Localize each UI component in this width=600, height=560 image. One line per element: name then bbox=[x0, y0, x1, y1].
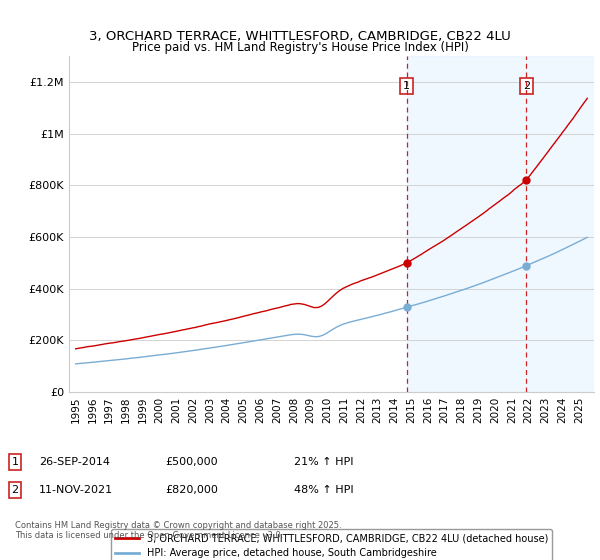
Bar bbox=[407, 56, 596, 392]
Text: £820,000: £820,000 bbox=[165, 485, 218, 495]
Text: 2: 2 bbox=[523, 81, 530, 91]
Text: 1: 1 bbox=[11, 457, 19, 467]
Text: 26-SEP-2014: 26-SEP-2014 bbox=[39, 457, 110, 467]
Text: Contains HM Land Registry data © Crown copyright and database right 2025.
This d: Contains HM Land Registry data © Crown c… bbox=[15, 521, 341, 540]
Text: 2: 2 bbox=[11, 485, 19, 495]
Text: 3, ORCHARD TERRACE, WHITTLESFORD, CAMBRIDGE, CB22 4LU: 3, ORCHARD TERRACE, WHITTLESFORD, CAMBRI… bbox=[89, 30, 511, 43]
Text: £500,000: £500,000 bbox=[165, 457, 218, 467]
Text: 11-NOV-2021: 11-NOV-2021 bbox=[39, 485, 113, 495]
Text: Price paid vs. HM Land Registry's House Price Index (HPI): Price paid vs. HM Land Registry's House … bbox=[131, 41, 469, 54]
Text: 1: 1 bbox=[403, 81, 410, 91]
Legend: 3, ORCHARD TERRACE, WHITTLESFORD, CAMBRIDGE, CB22 4LU (detached house), HPI: Ave: 3, ORCHARD TERRACE, WHITTLESFORD, CAMBRI… bbox=[111, 529, 552, 560]
Text: 48% ↑ HPI: 48% ↑ HPI bbox=[294, 485, 353, 495]
Text: 21% ↑ HPI: 21% ↑ HPI bbox=[294, 457, 353, 467]
